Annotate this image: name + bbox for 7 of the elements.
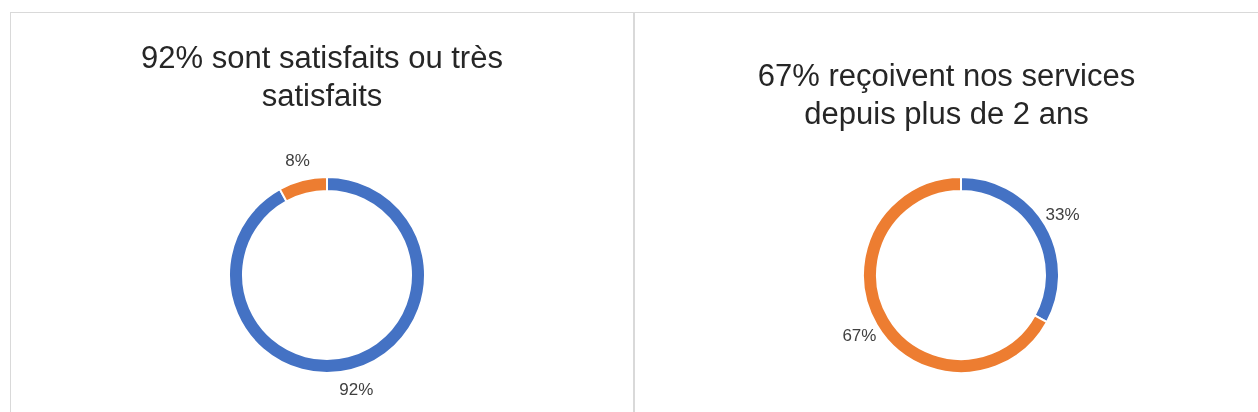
data-label: 92% [339, 379, 374, 399]
chart-title: 92% sont satisfaits ou très satisfaits [140, 39, 504, 115]
data-label: 67% [842, 325, 877, 345]
chart-title: 67% reçoivent nos services depuis plus de 2 ans [756, 57, 1137, 133]
donut-slice [228, 176, 426, 374]
data-label: 33% [1045, 205, 1080, 225]
data-label: 8% [285, 151, 310, 171]
